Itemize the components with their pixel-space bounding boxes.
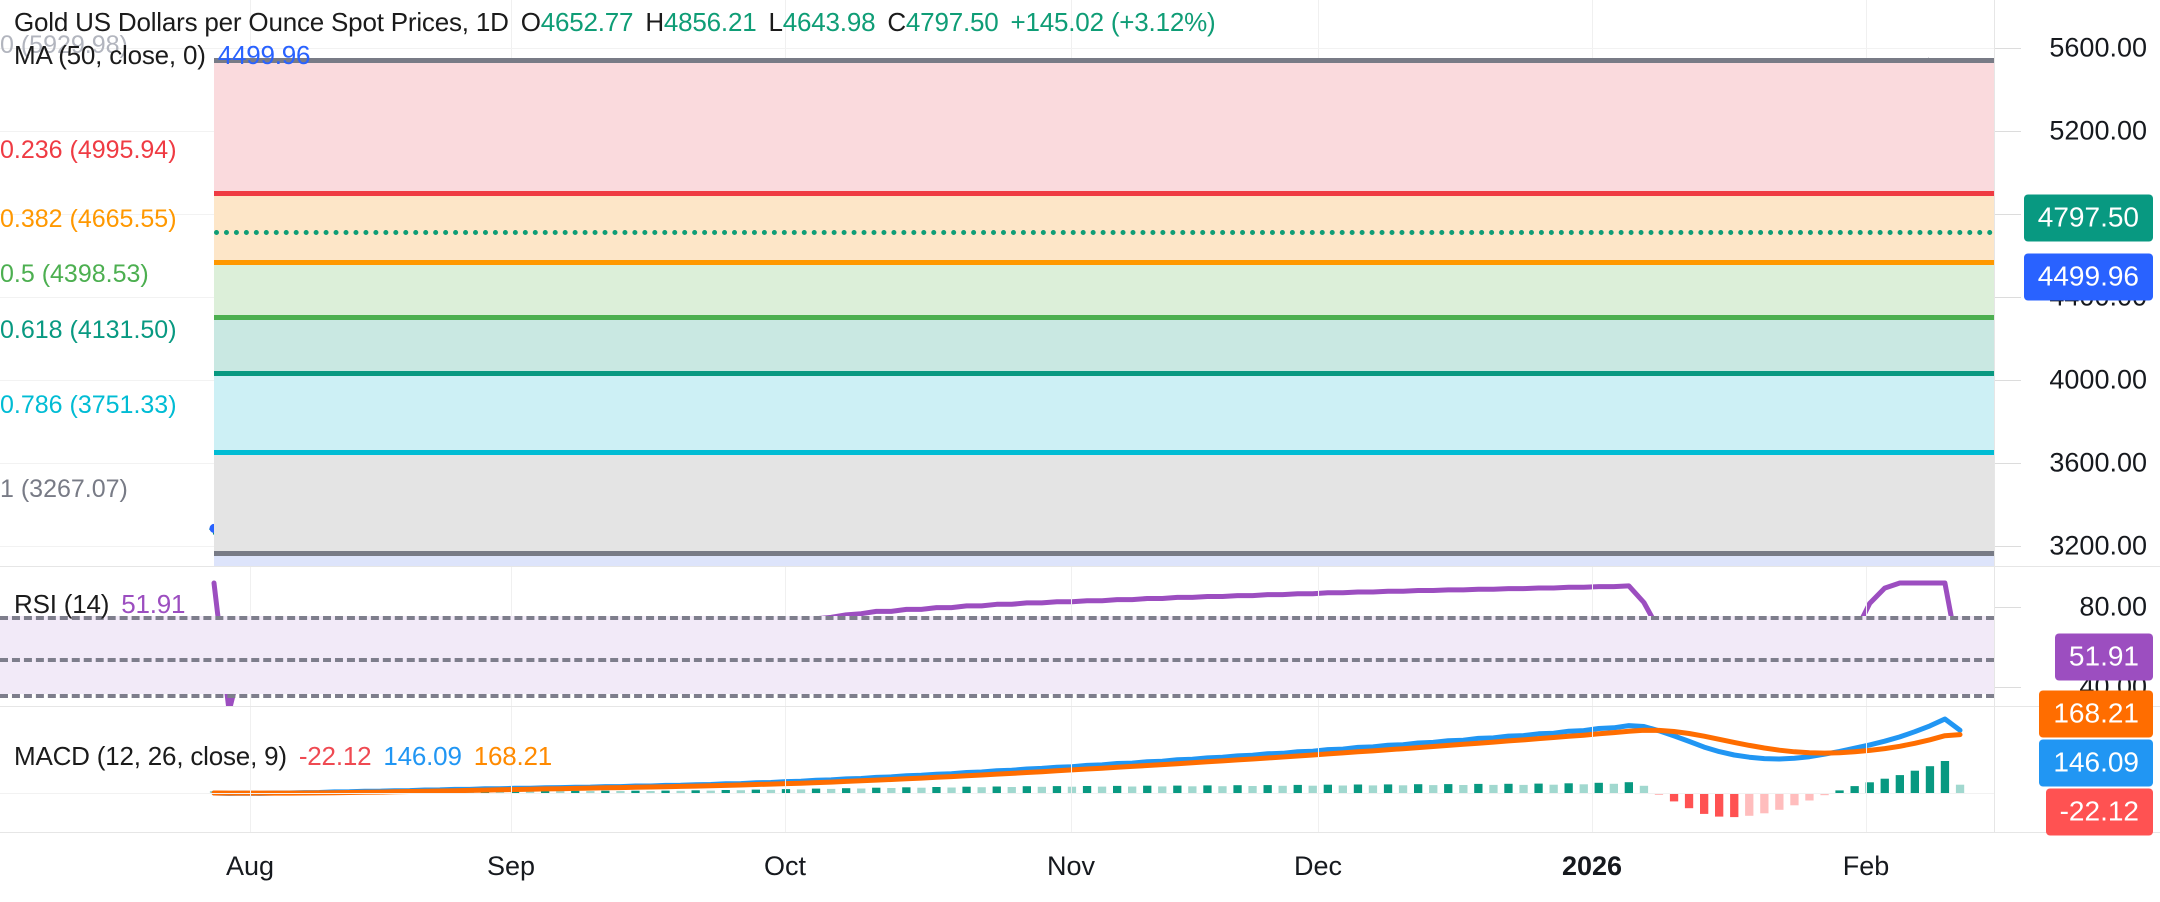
gridline-vertical <box>511 707 512 833</box>
rsi-legend[interactable]: RSI (14) 51.91 <box>14 589 185 620</box>
rsi-pane[interactable]: RSI (14) 51.91 80.00 40.00 51.91 <box>0 566 2160 707</box>
axis-tickmark <box>1995 380 2021 381</box>
time-label-2026: 2026 <box>1561 851 1623 881</box>
fib-label-0618: 0.618 (4131.50) <box>0 316 177 344</box>
rsi-mid-dashed-line <box>0 658 1994 662</box>
ohlc-close-value: 4797.50 <box>905 7 999 37</box>
time-label-dec: Dec <box>1293 851 1343 881</box>
ma-value: 4499.96 <box>217 40 311 70</box>
fib-band-5-618 <box>214 318 1994 374</box>
fib-label-0786: 0.786 (3751.33) <box>0 391 177 419</box>
fib-line-0236 <box>214 191 1994 196</box>
ohlc-low-label: L <box>768 7 783 37</box>
ohlc-high-value: 4856.21 <box>663 7 757 37</box>
rsi-value-badge[interactable]: 51.91 <box>2054 633 2153 681</box>
rsi-axis[interactable]: 80.00 40.00 51.91 <box>1994 567 2160 707</box>
fib-label-0236: 0.236 (4995.94) <box>0 136 177 164</box>
gridline-vertical <box>1866 707 1867 833</box>
fib-line-0 <box>214 58 1994 63</box>
rsi-upper-dashed-line <box>0 616 1994 620</box>
fib-line-0786 <box>214 450 1994 455</box>
ohlc-open-value: 4652.77 <box>540 7 634 37</box>
fib-line-0382-dotted <box>214 230 1994 235</box>
time-label-nov: Nov <box>1046 851 1096 881</box>
fib-line-1 <box>214 551 1994 556</box>
gridline-vertical <box>1318 707 1319 833</box>
rsi-plot-area[interactable] <box>0 567 1994 707</box>
fib-label-0: 0 (5929.98) <box>0 31 128 59</box>
fib-line-0382 <box>214 260 1994 265</box>
ma-price-badge[interactable]: 4499.96 <box>2023 253 2153 301</box>
fib-line-0618 <box>214 371 1994 376</box>
gridline-vertical <box>1592 707 1593 833</box>
ma-legend[interactable]: MA (50, close, 0) 4499.96 <box>14 40 310 71</box>
ohlc-close-label: C <box>887 7 906 37</box>
price-change: +145.02 (+3.12%) <box>1010 7 1216 37</box>
macd-histogram-value: -22.12 <box>298 741 372 771</box>
rsi-tick-label: 80.00 <box>2079 591 2147 622</box>
chart-header-legend[interactable]: Gold US Dollars per Ounce Spot Prices, 1… <box>14 7 1216 38</box>
price-tick-label: 5200.00 <box>2049 115 2147 146</box>
macd-histogram-badge[interactable]: -22.12 <box>2045 788 2153 836</box>
axis-tickmark <box>1995 48 2021 49</box>
ohlc-open-label: O <box>520 7 541 37</box>
price-axis[interactable]: 5600.00 5200.00 4800.00 4400.00 4000.00 … <box>1994 0 2160 566</box>
time-label-aug: Aug <box>225 851 275 881</box>
rsi-label: RSI (14) <box>14 589 110 619</box>
rsi-shaded-band <box>0 616 1994 694</box>
price-tick-label: 3200.00 <box>2049 530 2147 561</box>
ohlc-high-label: H <box>645 7 664 37</box>
macd-label: MACD (12, 26, close, 9) <box>14 741 287 771</box>
gridline-horizontal <box>0 48 1994 49</box>
price-pane[interactable]: 0 (5929.98) 0.236 (4995.94) 0.382 (4665.… <box>0 0 2160 566</box>
axis-tickmark <box>1995 687 2021 688</box>
fib-label-0382: 0.382 (4665.55) <box>0 205 177 233</box>
ma-label: MA (50, close, 0) <box>14 40 206 70</box>
fib-band-382-5 <box>214 263 1994 318</box>
macd-line-badge[interactable]: 146.09 <box>2039 739 2153 787</box>
price-plot-area[interactable] <box>0 0 1994 566</box>
fib-label-05: 0.5 (4398.53) <box>0 260 149 288</box>
fib-band-236-382 <box>214 194 1994 263</box>
axis-tickmark <box>1995 546 2021 547</box>
gridline-vertical <box>1071 707 1072 833</box>
time-axis[interactable]: Aug Sep Oct Nov Dec 2026 Feb <box>0 832 2160 902</box>
time-label-sep: Sep <box>486 851 536 881</box>
rsi-value: 51.91 <box>121 589 186 619</box>
fib-label-1: 1 (3267.07) <box>0 475 128 503</box>
axis-tickmark <box>1995 463 2021 464</box>
axis-tickmark <box>1995 297 2021 298</box>
axis-tickmark <box>1995 607 2021 608</box>
fib-band-0-236 <box>214 62 1994 194</box>
macd-series-svg <box>209 716 1965 818</box>
fib-band-786-1 <box>214 453 1994 554</box>
axis-tickmark <box>1995 214 2021 215</box>
price-tick-label: 5600.00 <box>2049 32 2147 63</box>
price-tick-label: 4000.00 <box>2049 364 2147 395</box>
macd-plot-area[interactable] <box>0 707 1994 833</box>
last-price-badge[interactable]: 4797.50 <box>2023 194 2153 242</box>
gridline-vertical <box>250 707 251 833</box>
ohlc-low-value: 4643.98 <box>782 7 876 37</box>
time-label-feb: Feb <box>1842 851 1890 881</box>
time-label-oct: Oct <box>763 851 807 881</box>
rsi-lower-dashed-line <box>0 694 1994 698</box>
macd-signal-badge[interactable]: 168.21 <box>2039 690 2153 738</box>
macd-axis[interactable]: 168.21 146.09 -22.12 <box>1994 690 2160 836</box>
symbol-title: Gold US Dollars per Ounce Spot Prices, 1… <box>14 7 509 37</box>
macd-pane[interactable]: MACD (12, 26, close, 9) -22.12 146.09 168.2… <box>0 690 2160 836</box>
price-tick-label: 3600.00 <box>2049 447 2147 478</box>
macd-line-value: 146.09 <box>383 741 462 771</box>
axis-tickmark <box>1995 131 2021 132</box>
macd-legend[interactable]: MACD (12, 26, close, 9) -22.12 146.09 168.2… <box>14 741 552 772</box>
macd-histogram <box>209 761 1965 818</box>
fib-band-below-1 <box>214 554 1994 566</box>
fib-line-05 <box>214 315 1994 320</box>
fib-band-618-786 <box>214 374 1994 453</box>
macd-zero-line <box>0 793 1994 794</box>
gridline-vertical <box>785 707 786 833</box>
macd-signal-value: 168.21 <box>473 741 553 771</box>
